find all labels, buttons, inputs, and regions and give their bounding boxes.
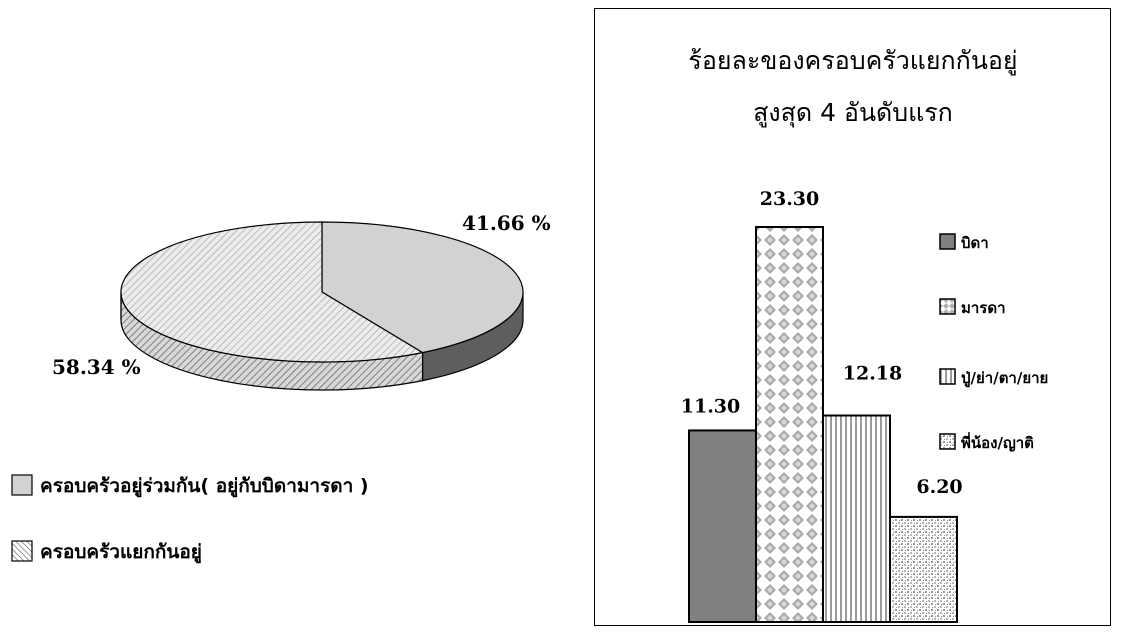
bar-chart-title-line-2: สูงสุด 4 อันดับแรก [753, 98, 953, 128]
bar-legend-label-siblings: พี่น้อง/ญาติ [961, 432, 1034, 452]
bar-chart: ร้อยละของครอบครัวแยกกันอยู่ สูงสุด 4 อัน… [681, 46, 1048, 623]
bar-chart-title-line-1: ร้อยละของครอบครัวแยกกันอยู่ [688, 46, 1017, 76]
bar-chart-panel: ร้อยละของครอบครัวแยกกันอยู่ สูงสุด 4 อัน… [594, 8, 1111, 626]
bar-value-label-mother: 23.30 [760, 188, 820, 210]
pie-slice-together [321, 221, 524, 354]
bar-value-label-siblings: 6.20 [916, 476, 962, 498]
bar-legend-label-father: บิดา [961, 234, 989, 252]
bar-value-label-father: 11.30 [681, 395, 741, 417]
bar-legend-swatch-grandparents [939, 368, 956, 385]
bar-legend-label-mother: มารดา [961, 299, 1006, 317]
legend-label-together: ครอบครัวอยู่ร่วมกัน( อยู่กับบิดามารดา ) [40, 475, 369, 498]
bar-grandparents [822, 414, 891, 623]
bar-legend-swatch-siblings [939, 433, 956, 450]
bar-legend-swatch-mother [939, 298, 956, 315]
pie-slice-separated [120, 221, 425, 363]
legend-swatch-together [11, 474, 33, 496]
bar-legend-label-grandparents: ปู่/ย่า/ตา/ยาย [961, 369, 1048, 388]
legend-label-separated: ครอบครัวแยกกันอยู่ [40, 541, 202, 564]
pie-chart: 41.66 % 58.34 % ครอบครัวอยู่ร่วมกัน( อยู… [11, 211, 551, 564]
legend-swatch-separated [11, 540, 33, 562]
bar-value-label-grandparents: 12.18 [843, 363, 903, 385]
pie-slice-label-separated: 58.34 % [52, 355, 141, 379]
bar-mother [755, 226, 824, 623]
bar-siblings [889, 515, 958, 623]
bar-legend-swatch-father [939, 233, 956, 250]
pie-legend: ครอบครัวอยู่ร่วมกัน( อยู่กับบิดามารดา ) … [11, 474, 369, 564]
bar-father [688, 429, 757, 623]
pie-slice-label-together: 41.66 % [462, 211, 551, 235]
pie-chart-panel: 41.66 % 58.34 % ครอบครัวอยู่ร่วมกัน( อยู… [11, 211, 551, 564]
